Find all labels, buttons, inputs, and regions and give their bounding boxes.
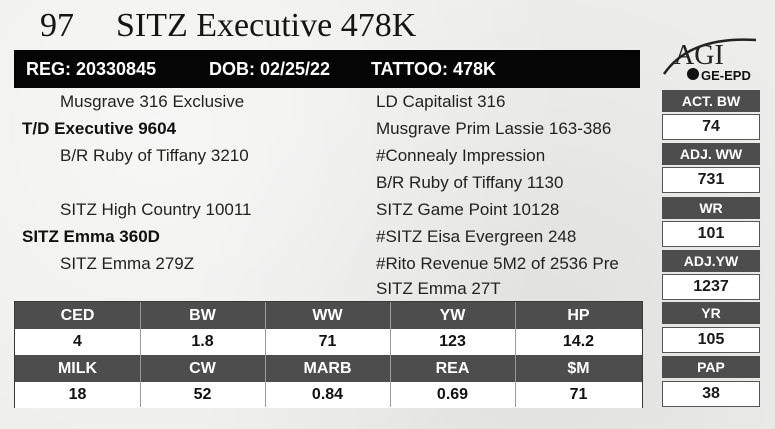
cw-value: 52 — [193, 386, 212, 403]
rea-header: REA — [435, 360, 470, 377]
pedigree-right-5: SITZ Game Point 10128 — [376, 200, 560, 219]
m-index-value: 71 — [569, 386, 588, 403]
yr-label: YR — [662, 302, 760, 324]
pedigree-right-6: #SITZ Eisa Evergreen 248 — [376, 227, 577, 246]
logo-subtext: GE-EPD — [701, 68, 751, 83]
registration-bar: REG: 20330845 DOB: 02/25/22 TATTOO: 478K — [14, 50, 640, 88]
pedigree-right-2: Musgrave Prim Lassie 163-386 — [376, 119, 612, 138]
epd-value-row-2: 18 52 0.84 0.69 71 — [15, 382, 642, 408]
lot-title: 97 SITZ Executive 478K — [40, 4, 416, 48]
pap-label: PAP — [662, 356, 760, 378]
ww-header: WW — [312, 307, 343, 324]
adj-ww-value: 731 — [662, 167, 760, 193]
bw-value: 1.8 — [191, 333, 214, 350]
marb-value: 0.84 — [311, 386, 344, 403]
ced-value: 4 — [73, 333, 82, 350]
milk-value: 18 — [68, 386, 87, 403]
hp-header: HP — [567, 307, 590, 324]
epd-header-row-2: MILK CW MARB REA $M — [15, 355, 642, 382]
date-of-birth: DOB: 02/25/22 — [209, 59, 331, 79]
dam-sire: SITZ High Country 10011 — [60, 200, 252, 219]
pedigree-right-1: LD Capitalist 316 — [376, 92, 506, 111]
column-divider — [265, 302, 266, 407]
wr-value: 101 — [662, 221, 760, 247]
sire: T/D Executive 9604 — [22, 119, 177, 138]
tattoo: TATTOO: 478K — [371, 59, 497, 79]
act-bw-label: ACT. BW — [662, 90, 760, 112]
adj-yw-value: 1237 — [662, 274, 760, 300]
reg-number: REG: 20330845 — [26, 59, 157, 79]
adj-yw-label: ADJ.YW — [662, 250, 760, 272]
pedigree-right-4: B/R Ruby of Tiffany 1130 — [376, 173, 564, 192]
yr-value: 105 — [662, 327, 760, 353]
marb-header: MARB — [303, 360, 352, 377]
hp-value: 14.2 — [562, 333, 595, 350]
ww-value: 71 — [318, 333, 337, 350]
epd-table: CED BW WW YW HP 4 1.8 71 123 14.2 MILK C… — [14, 301, 643, 408]
sire-dam: B/R Ruby of Tiffany 3210 — [60, 146, 249, 165]
yw-value: 123 — [439, 333, 466, 350]
dam-dam: SITZ Emma 279Z — [60, 254, 195, 273]
adj-ww-label: ADJ. WW — [662, 143, 760, 165]
yw-header: YW — [439, 307, 466, 324]
agi-logo: AGI GE-EPD — [660, 34, 760, 86]
dam: SITZ Emma 360D — [22, 227, 160, 246]
pedigree-right-3: #Connealy Impression — [376, 146, 546, 165]
pap-value: 38 — [662, 381, 760, 407]
sire-sire: Musgrave 316 Exclusive — [60, 92, 245, 111]
logo-text: AGI — [674, 40, 724, 71]
column-divider — [390, 302, 391, 407]
animal-name: SITZ Executive 478K — [116, 7, 417, 44]
epd-header-row-1: CED BW WW YW HP — [15, 302, 642, 329]
cw-header: CW — [189, 360, 216, 377]
pedigree-right-7: #Rito Revenue 5M2 of 2536 Pre — [376, 254, 619, 273]
lot-number: 97 — [40, 7, 74, 44]
wr-label: WR — [662, 197, 760, 219]
bw-header: BW — [189, 307, 216, 324]
column-divider — [515, 302, 516, 407]
act-bw-value: 74 — [662, 114, 760, 140]
rea-value: 0.69 — [436, 386, 469, 403]
pedigree-right-8: SITZ Emma 27T — [376, 279, 501, 298]
epd-value-row-1: 4 1.8 71 123 14.2 — [15, 329, 642, 355]
milk-header: MILK — [57, 360, 98, 377]
ced-header: CED — [60, 307, 95, 324]
column-divider — [140, 302, 141, 407]
m-index-header: $M — [567, 360, 590, 377]
